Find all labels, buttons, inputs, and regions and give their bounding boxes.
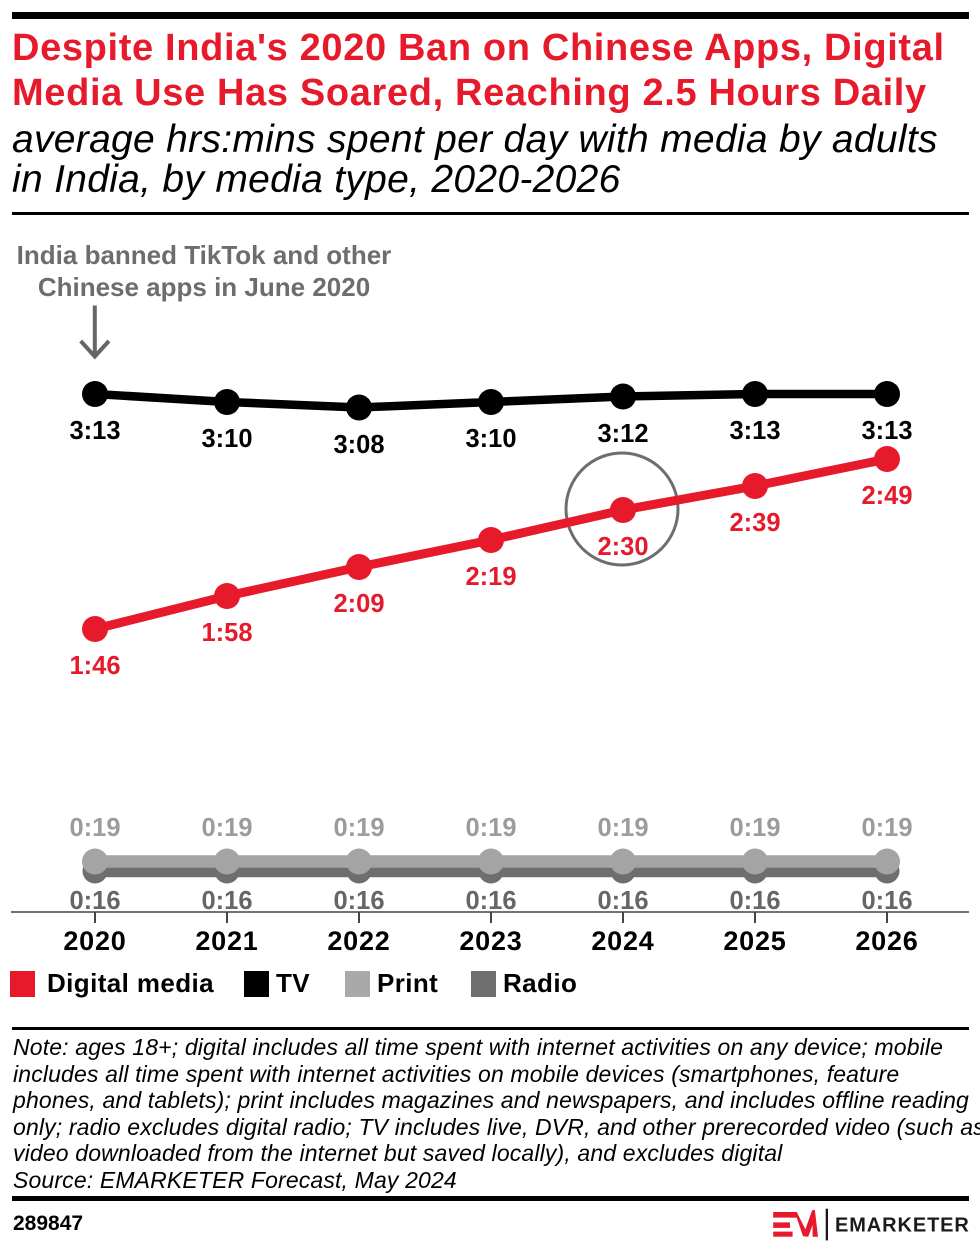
svg-text:2026: 2026 [855,926,918,956]
svg-text:0:19: 0:19 [597,814,648,842]
svg-text:2:30: 2:30 [597,533,648,561]
svg-text:2:09: 2:09 [333,590,384,618]
svg-text:2020: 2020 [63,926,126,956]
svg-text:0:19: 0:19 [201,814,252,842]
svg-text:0:19: 0:19 [861,814,912,842]
svg-text:2024: 2024 [591,926,654,956]
svg-text:2:39: 2:39 [729,509,780,537]
svg-text:3:08: 3:08 [333,431,384,459]
svg-text:3:13: 3:13 [69,417,120,445]
svg-text:3:13: 3:13 [861,417,912,445]
svg-text:0:16: 0:16 [597,887,648,915]
svg-text:0:19: 0:19 [69,814,120,842]
svg-text:EMARKETER: EMARKETER [835,1215,970,1237]
svg-text:3:13: 3:13 [729,417,780,445]
svg-text:0:16: 0:16 [861,887,912,915]
svg-text:3:12: 3:12 [597,420,648,448]
svg-text:0:19: 0:19 [729,814,780,842]
svg-text:0:16: 0:16 [333,887,384,915]
svg-text:3:10: 3:10 [465,425,516,453]
svg-text:0:16: 0:16 [465,887,516,915]
svg-text:0:16: 0:16 [201,887,252,915]
svg-text:2021: 2021 [195,926,258,956]
svg-text:0:19: 0:19 [333,814,384,842]
svg-text:1:58: 1:58 [201,619,252,647]
svg-text:2:19: 2:19 [465,563,516,591]
svg-text:3:10: 3:10 [201,425,252,453]
svg-text:2023: 2023 [459,926,522,956]
svg-text:2025: 2025 [723,926,786,956]
svg-text:Chinese apps in June 2020: Chinese apps in June 2020 [38,272,370,302]
svg-text:0:16: 0:16 [69,887,120,915]
svg-text:1:46: 1:46 [69,652,120,680]
svg-text:2022: 2022 [327,926,390,956]
svg-text:2:49: 2:49 [861,482,912,510]
svg-text:0:16: 0:16 [729,887,780,915]
svg-text:India banned TikTok and other: India banned TikTok and other [17,240,392,270]
svg-text:0:19: 0:19 [465,814,516,842]
